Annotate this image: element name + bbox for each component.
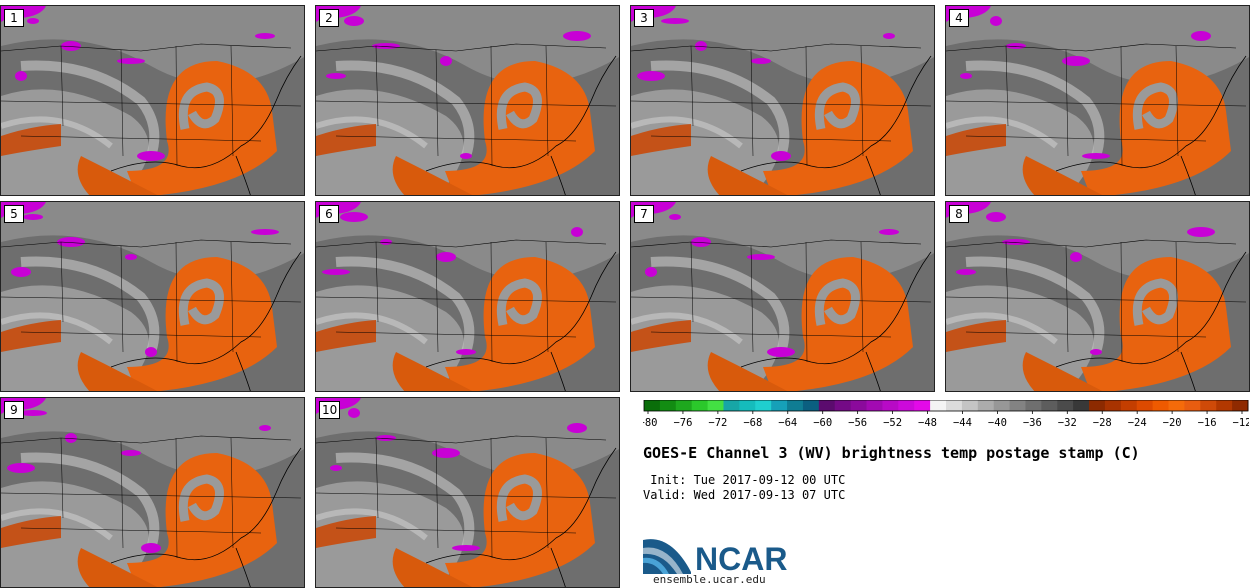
colorbar-swatch <box>787 400 804 411</box>
water-vapor-map <box>1 6 304 195</box>
colorbar-swatch <box>818 400 836 411</box>
colorbar-swatch <box>1089 400 1106 411</box>
colorbar-swatch <box>1009 400 1026 411</box>
colorbar-swatch <box>946 400 963 411</box>
colorbar-tick-label: −72 <box>708 417 727 429</box>
panel-number: 6 <box>319 205 339 223</box>
colorbar-tick-label: −44 <box>953 417 972 429</box>
colorbar-swatch <box>882 400 899 411</box>
panel-number: 5 <box>4 205 24 223</box>
forecast-panel: 2 <box>315 5 620 196</box>
colorbar-tick-label: −56 <box>848 417 867 429</box>
panel-number: 8 <box>949 205 969 223</box>
logo-text: NCAR <box>695 541 787 574</box>
chart-title: GOES-E Channel 3 (WV) brightness temp po… <box>643 444 1140 462</box>
colorbar-swatch <box>898 400 915 411</box>
forecast-panel: 6 <box>315 201 620 392</box>
colorbar-swatch <box>1200 400 1217 411</box>
site-url: ensemble.ucar.edu <box>653 573 766 586</box>
forecast-panel: 8 <box>945 201 1250 392</box>
colorbar-swatch <box>802 400 820 411</box>
colorbar-swatch <box>993 400 1011 411</box>
water-vapor-map <box>1 398 304 587</box>
colorbar: −80 −76 −72 −68 −64 −60 −56 −52 −48 −44 −40 −36 −32 −… <box>643 400 1249 429</box>
colorbar-swatch <box>866 400 883 411</box>
init-time: Init: Tue 2017-09-12 00 UTC <box>643 473 846 487</box>
colorbar-swatch <box>675 400 693 411</box>
colorbar-tick-label: −76 <box>673 417 692 429</box>
forecast-panel: 1 <box>0 5 305 196</box>
colorbar-tick-label: −28 <box>1093 417 1112 429</box>
colorbar-swatch <box>1104 400 1122 411</box>
colorbar-tick-label: −20 <box>1163 417 1182 429</box>
colorbar-swatch <box>1041 400 1058 411</box>
forecast-panel: 3 <box>630 5 935 196</box>
colorbar-swatch <box>1232 400 1249 411</box>
colorbar-swatch <box>930 400 947 411</box>
water-vapor-map <box>316 6 619 195</box>
colorbar-swatch <box>1120 400 1138 411</box>
colorbar-tick-label: −52 <box>883 417 902 429</box>
colorbar-swatch <box>755 400 772 411</box>
colorbar-tick-label: −24 <box>1128 417 1147 429</box>
colorbar-swatch <box>659 400 677 411</box>
colorbar-swatch <box>739 400 756 411</box>
colorbar-swatch <box>977 400 995 411</box>
colorbar-swatch <box>723 400 740 411</box>
colorbar-swatch <box>834 400 852 411</box>
ncar-logo: NCAR <box>643 539 787 574</box>
colorbar-tick-label: −60 <box>813 417 832 429</box>
colorbar-swatch <box>1025 400 1042 411</box>
colorbar-swatch <box>1136 400 1154 411</box>
colorbar-swatch <box>771 400 788 411</box>
colorbar-tick-label: −40 <box>988 417 1007 429</box>
colorbar-swatch <box>850 400 868 411</box>
forecast-panel: 7 <box>630 201 935 392</box>
colorbar-swatch <box>1168 400 1185 411</box>
colorbar-swatch <box>914 400 931 411</box>
water-vapor-map <box>316 202 619 391</box>
panel-number: 4 <box>949 9 969 27</box>
water-vapor-map <box>946 202 1249 391</box>
colorbar-swatch <box>691 400 709 411</box>
colorbar-swatch <box>707 400 724 411</box>
colorbar-tick-label: −32 <box>1058 417 1077 429</box>
colorbar-swatch <box>1152 400 1170 411</box>
colorbar-swatch <box>1184 400 1201 411</box>
colorbar-swatch <box>961 400 979 411</box>
colorbar-tick-label: −68 <box>743 417 762 429</box>
forecast-panel: 4 <box>945 5 1250 196</box>
colorbar-tick-label: −36 <box>1023 417 1042 429</box>
water-vapor-map <box>946 6 1249 195</box>
water-vapor-map <box>1 202 304 391</box>
forecast-panel: 9 <box>0 397 305 588</box>
panel-number: 7 <box>634 205 654 223</box>
panel-number: 9 <box>4 401 24 419</box>
colorbar-swatch <box>1073 400 1090 411</box>
panel-number: 1 <box>4 9 24 27</box>
colorbar-swatch <box>644 400 661 411</box>
colorbar-tick-label: −80 <box>643 417 657 429</box>
colorbar-tick-label: −64 <box>778 417 797 429</box>
colorbar-swatch <box>1057 400 1074 411</box>
water-vapor-map <box>316 398 619 587</box>
colorbar-tick-label: −12 <box>1233 417 1249 429</box>
water-vapor-map <box>631 202 934 391</box>
forecast-panel: 5 <box>0 201 305 392</box>
panel-number: 2 <box>319 9 339 27</box>
water-vapor-map <box>631 6 934 195</box>
colorbar-tick-label: −48 <box>918 417 937 429</box>
valid-time: Valid: Wed 2017-09-13 07 UTC <box>643 488 846 502</box>
forecast-panel: 10 <box>315 397 620 588</box>
colorbar-tick-label: −16 <box>1198 417 1217 429</box>
panel-number: 3 <box>634 9 654 27</box>
colorbar-swatch <box>1216 400 1233 411</box>
panel-number: 10 <box>319 401 341 419</box>
